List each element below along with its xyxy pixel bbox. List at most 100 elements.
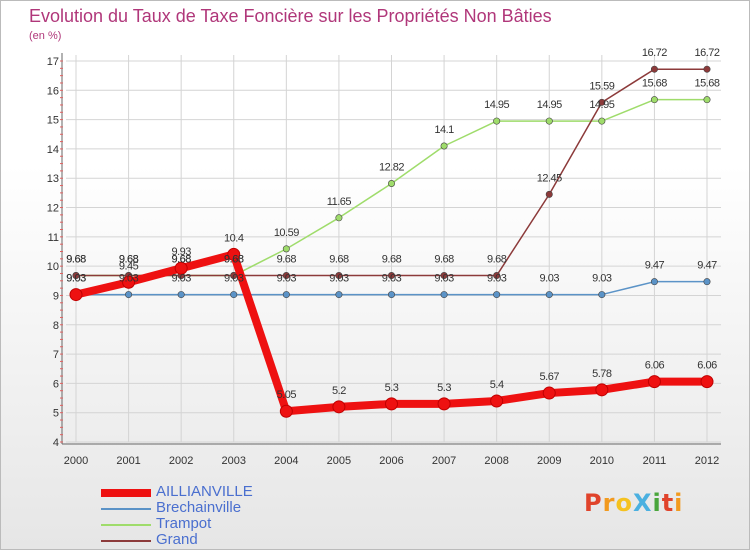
data-point [493,117,501,125]
logo-letter: r [602,489,616,517]
data-point [493,272,501,280]
x-tick-label: 2001 [116,455,140,467]
x-tick-label: 2010 [590,455,614,467]
data-label: 14.95 [484,99,509,111]
y-tick-label: 13 [47,173,59,185]
data-point [493,291,501,299]
data-point [177,291,185,299]
data-point [490,394,504,408]
y-tick-label: 4 [53,437,59,449]
data-label: 15.68 [694,78,719,90]
data-label: 10.4 [224,232,244,244]
data-point [440,291,448,299]
axes [60,53,721,445]
data-point [282,245,290,253]
data-label: 9.03 [592,273,612,285]
logo-letter: i [652,489,662,517]
data-point [545,190,553,198]
data-label: 12.45 [537,172,562,184]
x-tick-label: 2009 [537,455,561,467]
y-tick-label: 7 [53,349,59,361]
data-label: 9.03 [487,273,507,285]
x-tick-label: 2011 [643,455,667,467]
data-label: 5.3 [385,382,399,394]
x-tick-label: 2005 [327,455,351,467]
data-label: 5.78 [592,368,612,380]
data-label: 14.95 [537,99,562,111]
data-label: 11.65 [327,196,352,208]
data-label: 9.68 [224,254,244,266]
data-labels: 9.03 9.03 9.03 9.03 9.03 9.03 9.03 9.03 9.03 9.03… [66,47,720,401]
data-label: 14.1 [434,124,454,136]
legend-item-brechainville[interactable]: Brechainville [101,499,321,517]
legend-swatch [101,524,151,526]
data-label: 9.03 [66,273,86,285]
legend-item-trampot[interactable]: Trampot [101,515,321,533]
data-label: 9.68 [434,254,454,266]
data-point [279,404,293,418]
data-point [387,180,395,188]
data-label: 5.4 [490,379,504,391]
data-label: 9.68 [66,254,86,266]
data-label: 9.03 [66,273,86,285]
data-label: 9.03 [224,273,244,285]
x-tick-label: 2007 [432,455,456,467]
data-label: 9.68 [382,254,402,266]
data-point [598,291,606,299]
data-point [282,291,290,299]
data-point [703,96,711,104]
y-tick-label: 8 [53,320,59,332]
x-tick-label: 2002 [169,455,193,467]
legend-item-grand[interactable]: Grand [101,531,321,549]
data-point [542,386,556,400]
chart-title: Evolution du Taux de Taxe Foncière sur l… [29,6,552,26]
data-point [595,383,609,397]
y-tick-label: 10 [47,261,59,273]
logo-letter: i [674,489,684,517]
y-tick-label: 6 [53,378,59,390]
data-label: 9.68 [171,254,191,266]
x-tick-labels: 2000 2001 2002 2003 2004 2005 2006 2007 2008 2009… [64,455,719,467]
x-tick-label: 2008 [484,455,508,467]
data-point [703,278,711,286]
data-label: 9.68 [224,254,244,266]
y-tick-label: 16 [47,85,59,97]
data-label: 9.47 [697,260,717,272]
data-point [703,65,711,73]
data-point [335,214,343,222]
legend-swatch [101,489,151,497]
data-point [440,272,448,280]
data-point [125,291,133,299]
data-point [69,288,83,302]
y-tick-label: 14 [47,144,59,156]
data-label: 9.03 [171,273,191,285]
data-point [440,142,448,150]
data-point [647,375,661,389]
data-point [700,375,714,389]
data-point [174,261,188,275]
data-label: 9.03 [540,273,560,285]
legend-item-aillianville[interactable]: AILLIANVILLE [101,483,321,501]
data-label: 9.03 [434,273,454,285]
data-point [335,272,343,280]
legend-label: Trampot [156,515,212,532]
legend-label: Brechainville [156,499,242,516]
y-tick-label: 15 [47,115,59,127]
data-label: 9.68 [66,254,86,266]
data-label: 9.03 [382,273,402,285]
series-group [69,65,714,418]
data-label: 9.03 [277,273,297,285]
data-label: 16.72 [642,47,667,59]
legend-swatch [101,540,151,542]
data-label: 9.93 [171,246,191,258]
data-point [545,291,553,299]
data-label: 5.05 [277,389,297,401]
data-label: 9.68 [171,254,191,266]
data-label: 9.68 [277,254,297,266]
legend-label: Grand [156,531,198,548]
y-tick-label: 17 [47,56,59,68]
data-point [227,247,241,261]
x-tick-label: 2004 [274,455,298,467]
legend: AILLIANVILLE Brechainville Trampot Grand [101,483,321,549]
